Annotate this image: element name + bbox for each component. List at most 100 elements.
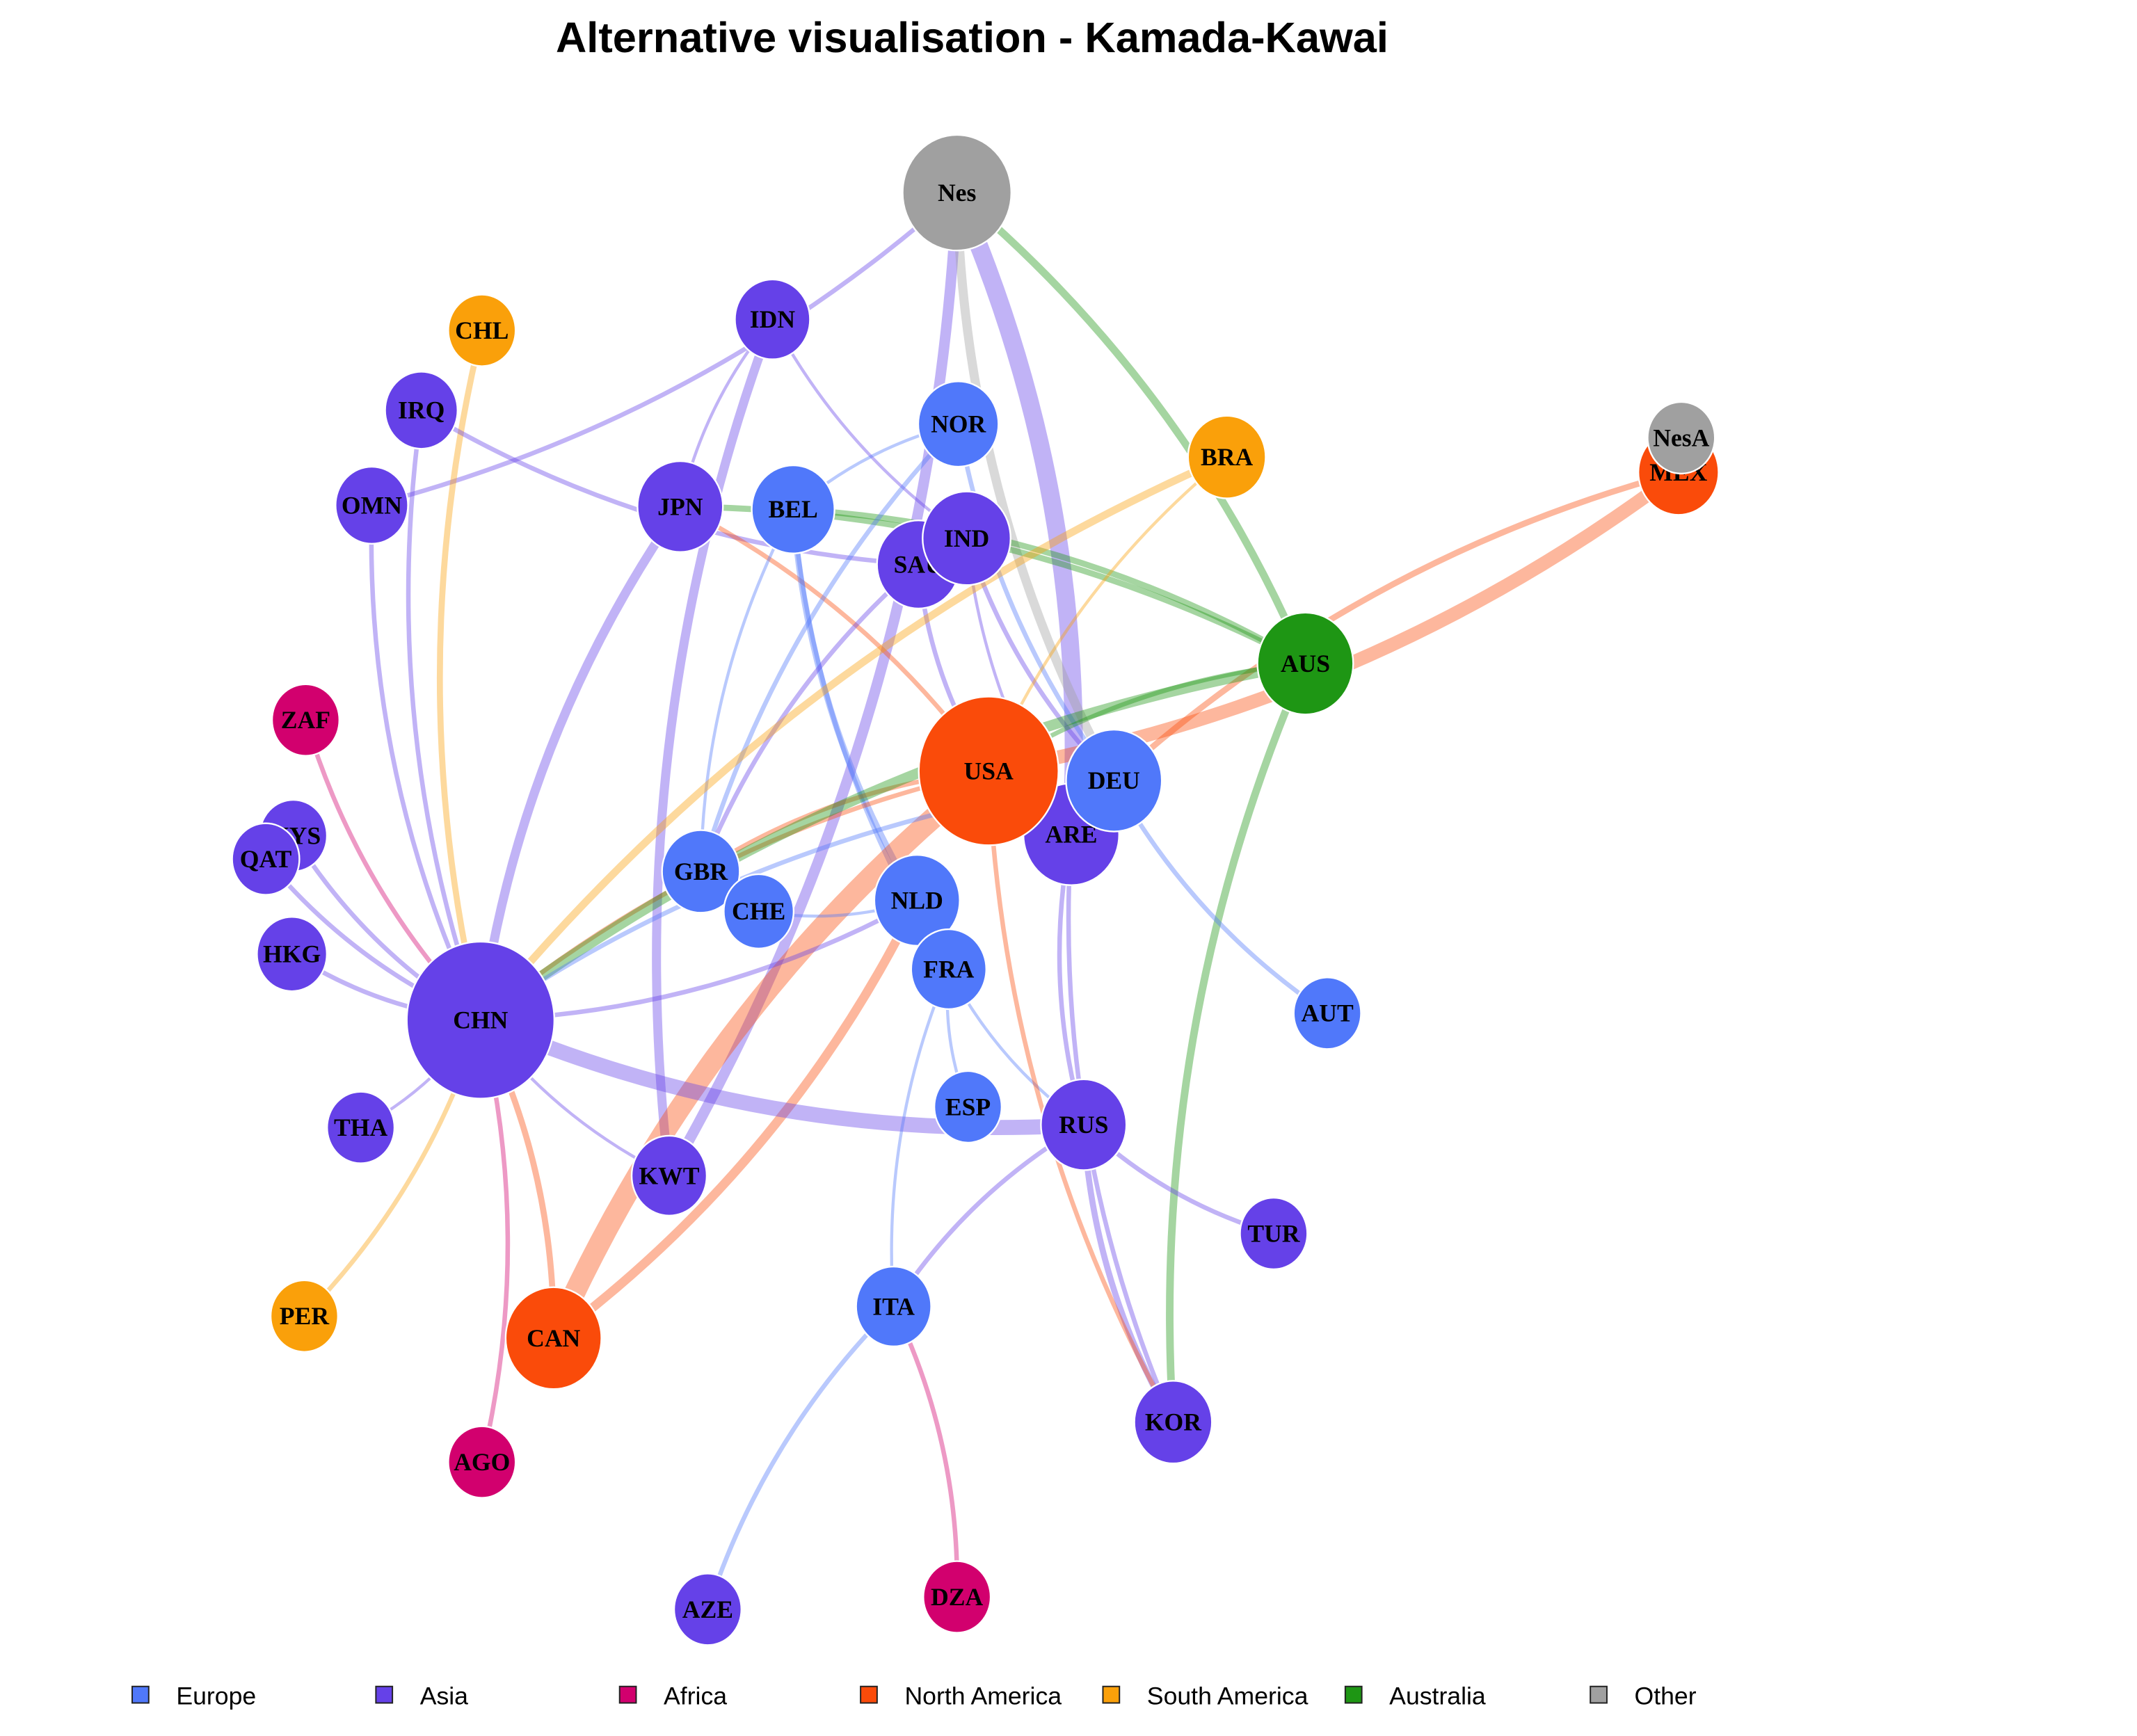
legend-label: South America [1147,1682,1308,1710]
edge-aus-chn [475,658,1311,1026]
node-label: DZA [931,1583,983,1611]
node-circle[interactable] [661,829,741,914]
node-circle[interactable] [1187,415,1267,499]
node-gbr[interactable]: GBR [661,829,741,914]
edge-mex-deu [1110,469,1682,784]
node-label: CHN [453,1006,508,1034]
legend-swatch [1590,1685,1608,1704]
node-circle[interactable] [673,1573,742,1646]
node-deu[interactable]: DEU [1065,728,1163,833]
node-hkg[interactable]: HKG [256,916,328,992]
node-che[interactable]: CHE [723,873,795,949]
legend-item-north-america: North America [860,1682,1062,1710]
node-usa[interactable]: USA [918,696,1059,846]
node-circle[interactable] [335,465,409,545]
node-circle[interactable] [922,490,1011,586]
node-nor[interactable]: NOR [917,380,1000,468]
node-circle[interactable] [855,1265,932,1348]
node-fra[interactable]: FRA [910,928,987,1011]
node-circle[interactable] [326,1091,396,1164]
node-circle[interactable] [910,928,987,1011]
node-jpn[interactable]: JPN [637,460,724,553]
node-ago[interactable]: AGO [447,1425,517,1499]
edge-aus-bel [790,506,1308,667]
node-idn[interactable]: IDN [734,278,811,360]
edge-usa-can [543,760,1000,1349]
node-circle[interactable] [918,696,1059,846]
node-circle[interactable] [271,683,340,757]
node-circle[interactable] [504,1286,602,1390]
node-label: IDN [750,305,796,333]
node-aze[interactable]: AZE [673,1573,742,1646]
node-circle[interactable] [902,134,1013,252]
legend-label: Europe [176,1682,256,1710]
node-circle[interactable] [1292,976,1362,1050]
node-circle[interactable] [1647,401,1716,475]
node-bra[interactable]: BRA [1187,415,1267,499]
node-nes[interactable]: Nes [902,134,1013,252]
node-circle[interactable] [630,1134,708,1216]
edge-chl-chn [436,327,486,1024]
edge-dza-ita [891,1304,960,1600]
node-circle[interactable] [751,464,835,554]
node-circle[interactable] [447,1425,517,1499]
node-circle[interactable] [384,371,458,450]
node-circle[interactable] [256,916,328,992]
node-bel[interactable]: BEL [751,464,835,554]
node-label: QAT [240,845,292,873]
node-circle[interactable] [723,873,795,949]
node-label: NLD [891,886,943,914]
node-label: OMN [342,491,402,519]
legend-swatch [1344,1685,1363,1704]
node-circle[interactable] [637,460,724,553]
node-kwt[interactable]: KWT [630,1134,708,1216]
node-circle[interactable] [1040,1078,1128,1171]
node-circle[interactable] [1239,1196,1308,1271]
node-nesa[interactable]: NesA [1647,401,1716,475]
edge-fra-ita [890,967,950,1308]
node-circle[interactable] [734,278,811,360]
legend-label: Asia [420,1682,468,1710]
edge-jpn-chn [476,501,685,1025]
node-per[interactable]: PER [269,1279,339,1353]
node-label: BRA [1201,443,1253,471]
node-circle[interactable] [406,940,556,1100]
node-aut[interactable]: AUT [1292,976,1362,1050]
node-tha[interactable]: THA [326,1091,396,1164]
legend: Europe Asia Africa North America South Ameri… [131,1682,1697,1710]
node-circle[interactable] [922,1560,992,1634]
node-ita[interactable]: ITA [855,1265,932,1348]
node-circle[interactable] [231,822,301,896]
node-ind[interactable]: IND [922,490,1011,586]
node-circle[interactable] [873,854,961,947]
node-circle[interactable] [933,1070,1003,1144]
node-nld[interactable]: NLD [873,854,961,947]
node-circle[interactable] [1133,1380,1213,1465]
node-qat[interactable]: QAT [231,822,301,896]
node-can[interactable]: CAN [504,1286,602,1390]
node-tur[interactable]: TUR [1239,1196,1308,1271]
node-circle[interactable] [447,294,517,367]
node-chn[interactable]: CHN [406,940,556,1100]
node-circle[interactable] [1256,611,1354,716]
node-dza[interactable]: DZA [922,1560,992,1634]
node-irq[interactable]: IRQ [384,371,458,450]
edge-nor-gbr [698,421,961,874]
node-kor[interactable]: KOR [1133,1380,1213,1465]
node-label: NesA [1653,424,1709,451]
node-label: CHE [732,897,785,925]
node-circle[interactable] [1065,728,1163,833]
edge-ita-aze [705,1304,896,1612]
node-label: ZAF [281,706,330,734]
node-chl[interactable]: CHL [447,294,517,367]
node-circle[interactable] [269,1279,339,1353]
node-circle[interactable] [917,380,1000,468]
node-omn[interactable]: OMN [335,465,409,545]
node-aus[interactable]: AUS [1256,611,1354,716]
node-label: AGO [454,1448,510,1476]
node-zaf[interactable]: ZAF [271,683,340,757]
node-esp[interactable]: ESP [933,1070,1003,1144]
node-rus[interactable]: RUS [1040,1078,1128,1171]
legend-item-australia: Australia [1344,1682,1486,1710]
